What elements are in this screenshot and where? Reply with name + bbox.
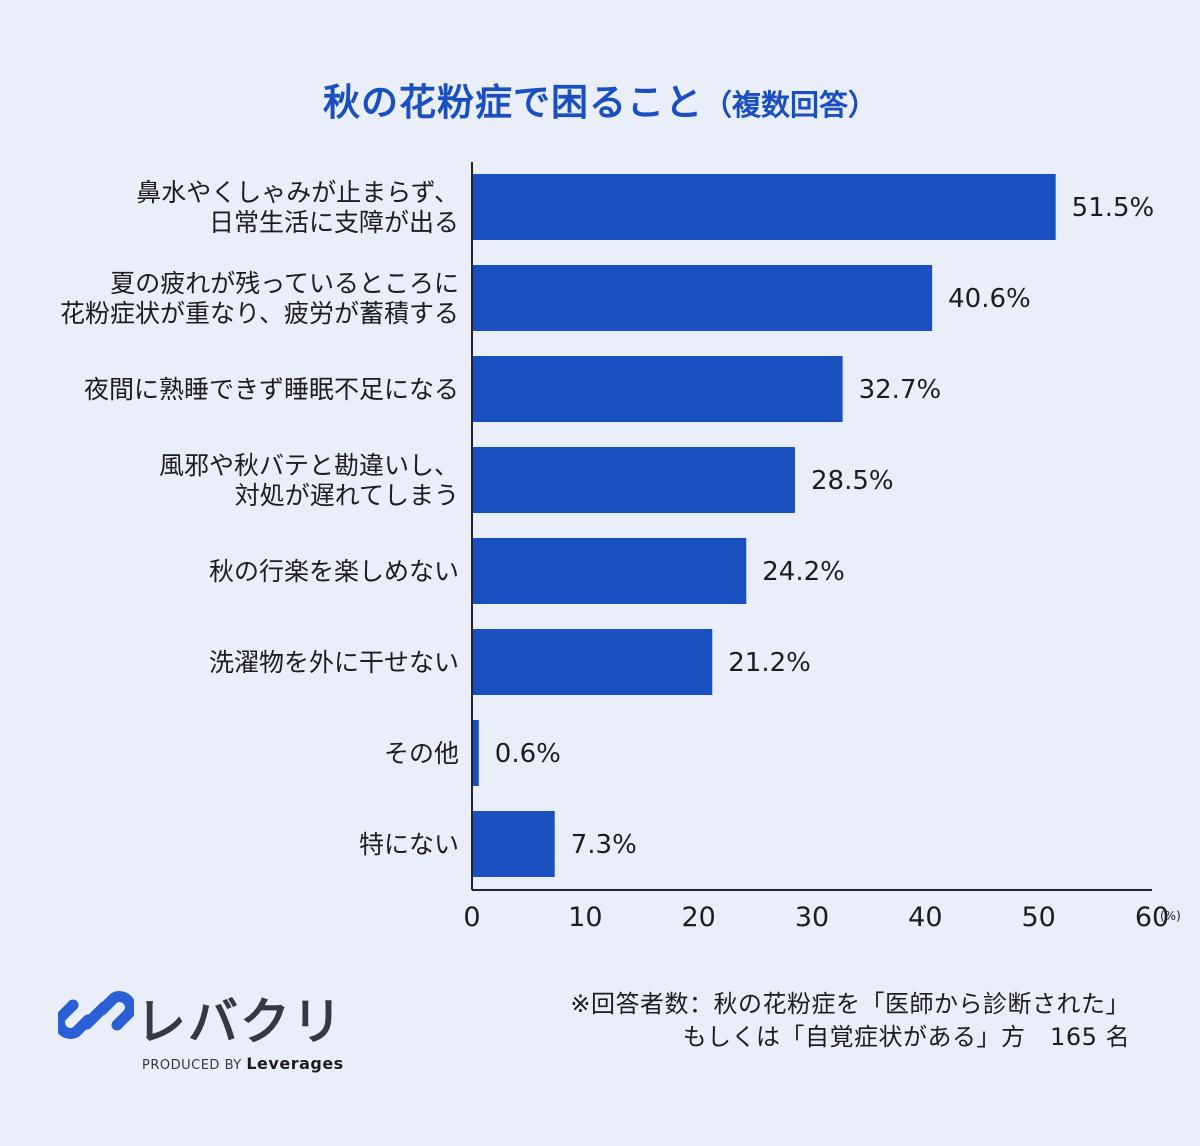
bar-4 xyxy=(472,538,747,604)
x-tick-label-1: 10 xyxy=(568,902,602,933)
x-tick-label-5: 50 xyxy=(1021,902,1055,933)
value-label-7: 7.3% xyxy=(571,830,637,860)
bar-7 xyxy=(472,811,555,877)
logo-produced-by: PRODUCED BY Leverages xyxy=(142,1054,344,1073)
bar-2 xyxy=(472,356,843,422)
bar-3 xyxy=(472,447,795,513)
pill-link-icon xyxy=(54,991,136,1039)
value-label-1: 40.6% xyxy=(948,284,1031,314)
logo-wordmark: レバクリ xyxy=(136,993,344,1051)
produced-by-text: PRODUCED BY xyxy=(142,1058,242,1073)
footnote-line-2: もしくは「自覚症状がある」方 165 名 xyxy=(682,1023,1130,1051)
x-tick-label-2: 20 xyxy=(681,902,715,933)
x-tick-label-4: 40 xyxy=(908,902,942,933)
value-label-0: 51.5% xyxy=(1072,193,1155,223)
category-label-1-1: 花粉症状が重なり、疲労が蓄積する xyxy=(60,299,459,328)
category-label-3-0: 風邪や秋バテと勘違いし、 xyxy=(159,451,459,480)
category-label-0-0: 鼻水やくしゃみが止まらず、 xyxy=(136,178,459,207)
chart-title-sub: （複数回答） xyxy=(702,88,877,122)
bar-6 xyxy=(472,720,479,786)
category-label-0-1: 日常生活に支障が出る xyxy=(209,208,459,237)
value-label-5: 21.2% xyxy=(728,648,811,678)
value-label-6: 0.6% xyxy=(495,739,561,769)
x-tick-label-6: 60 xyxy=(1135,902,1169,933)
levaclinic-logo: レバクリ PRODUCED BY Leverages xyxy=(54,980,358,1080)
bar-0 xyxy=(472,174,1056,240)
chart-title: 秋の花粉症で困ること（複数回答） xyxy=(0,72,1200,126)
category-label-5-0: 洗濯物を外に干せない xyxy=(209,648,459,677)
footnote-line-1: ※回答者数：秋の花粉症を「医師から診断された」 xyxy=(570,990,1130,1018)
bar-chart: 51.5% 鼻水やくしゃみが止まらず、日常生活に支障が出る 40.6% 夏の疲れが残っ… xyxy=(60,162,1181,933)
value-label-2: 32.7% xyxy=(859,375,942,405)
x-tick-label-3: 30 xyxy=(795,902,829,933)
value-label-3: 28.5% xyxy=(811,466,894,496)
respondent-footnote: ※回答者数：秋の花粉症を「医師から診断された」 もしくは「自覚症状がある」方 1… xyxy=(570,988,1130,1054)
bar-5 xyxy=(472,629,713,695)
x-unit-label: (%) xyxy=(1160,909,1181,923)
category-label-6-0: その他 xyxy=(384,739,459,768)
company-name: Leverages xyxy=(246,1054,344,1073)
x-tick-label-0: 0 xyxy=(463,902,480,933)
chart-title-main: 秋の花粉症で困ること xyxy=(322,81,703,124)
bar-1 xyxy=(472,265,933,331)
category-label-7-0: 特にない xyxy=(359,830,459,859)
category-label-1-0: 夏の疲れが残っているところに xyxy=(110,269,459,298)
value-label-4: 24.2% xyxy=(762,557,845,587)
category-label-4-0: 秋の行楽を楽しめない xyxy=(209,557,459,586)
category-label-3-1: 対処が遅れてしまう xyxy=(235,481,459,510)
category-label-2-0: 夜間に熟睡できず睡眠不足になる xyxy=(84,375,459,404)
